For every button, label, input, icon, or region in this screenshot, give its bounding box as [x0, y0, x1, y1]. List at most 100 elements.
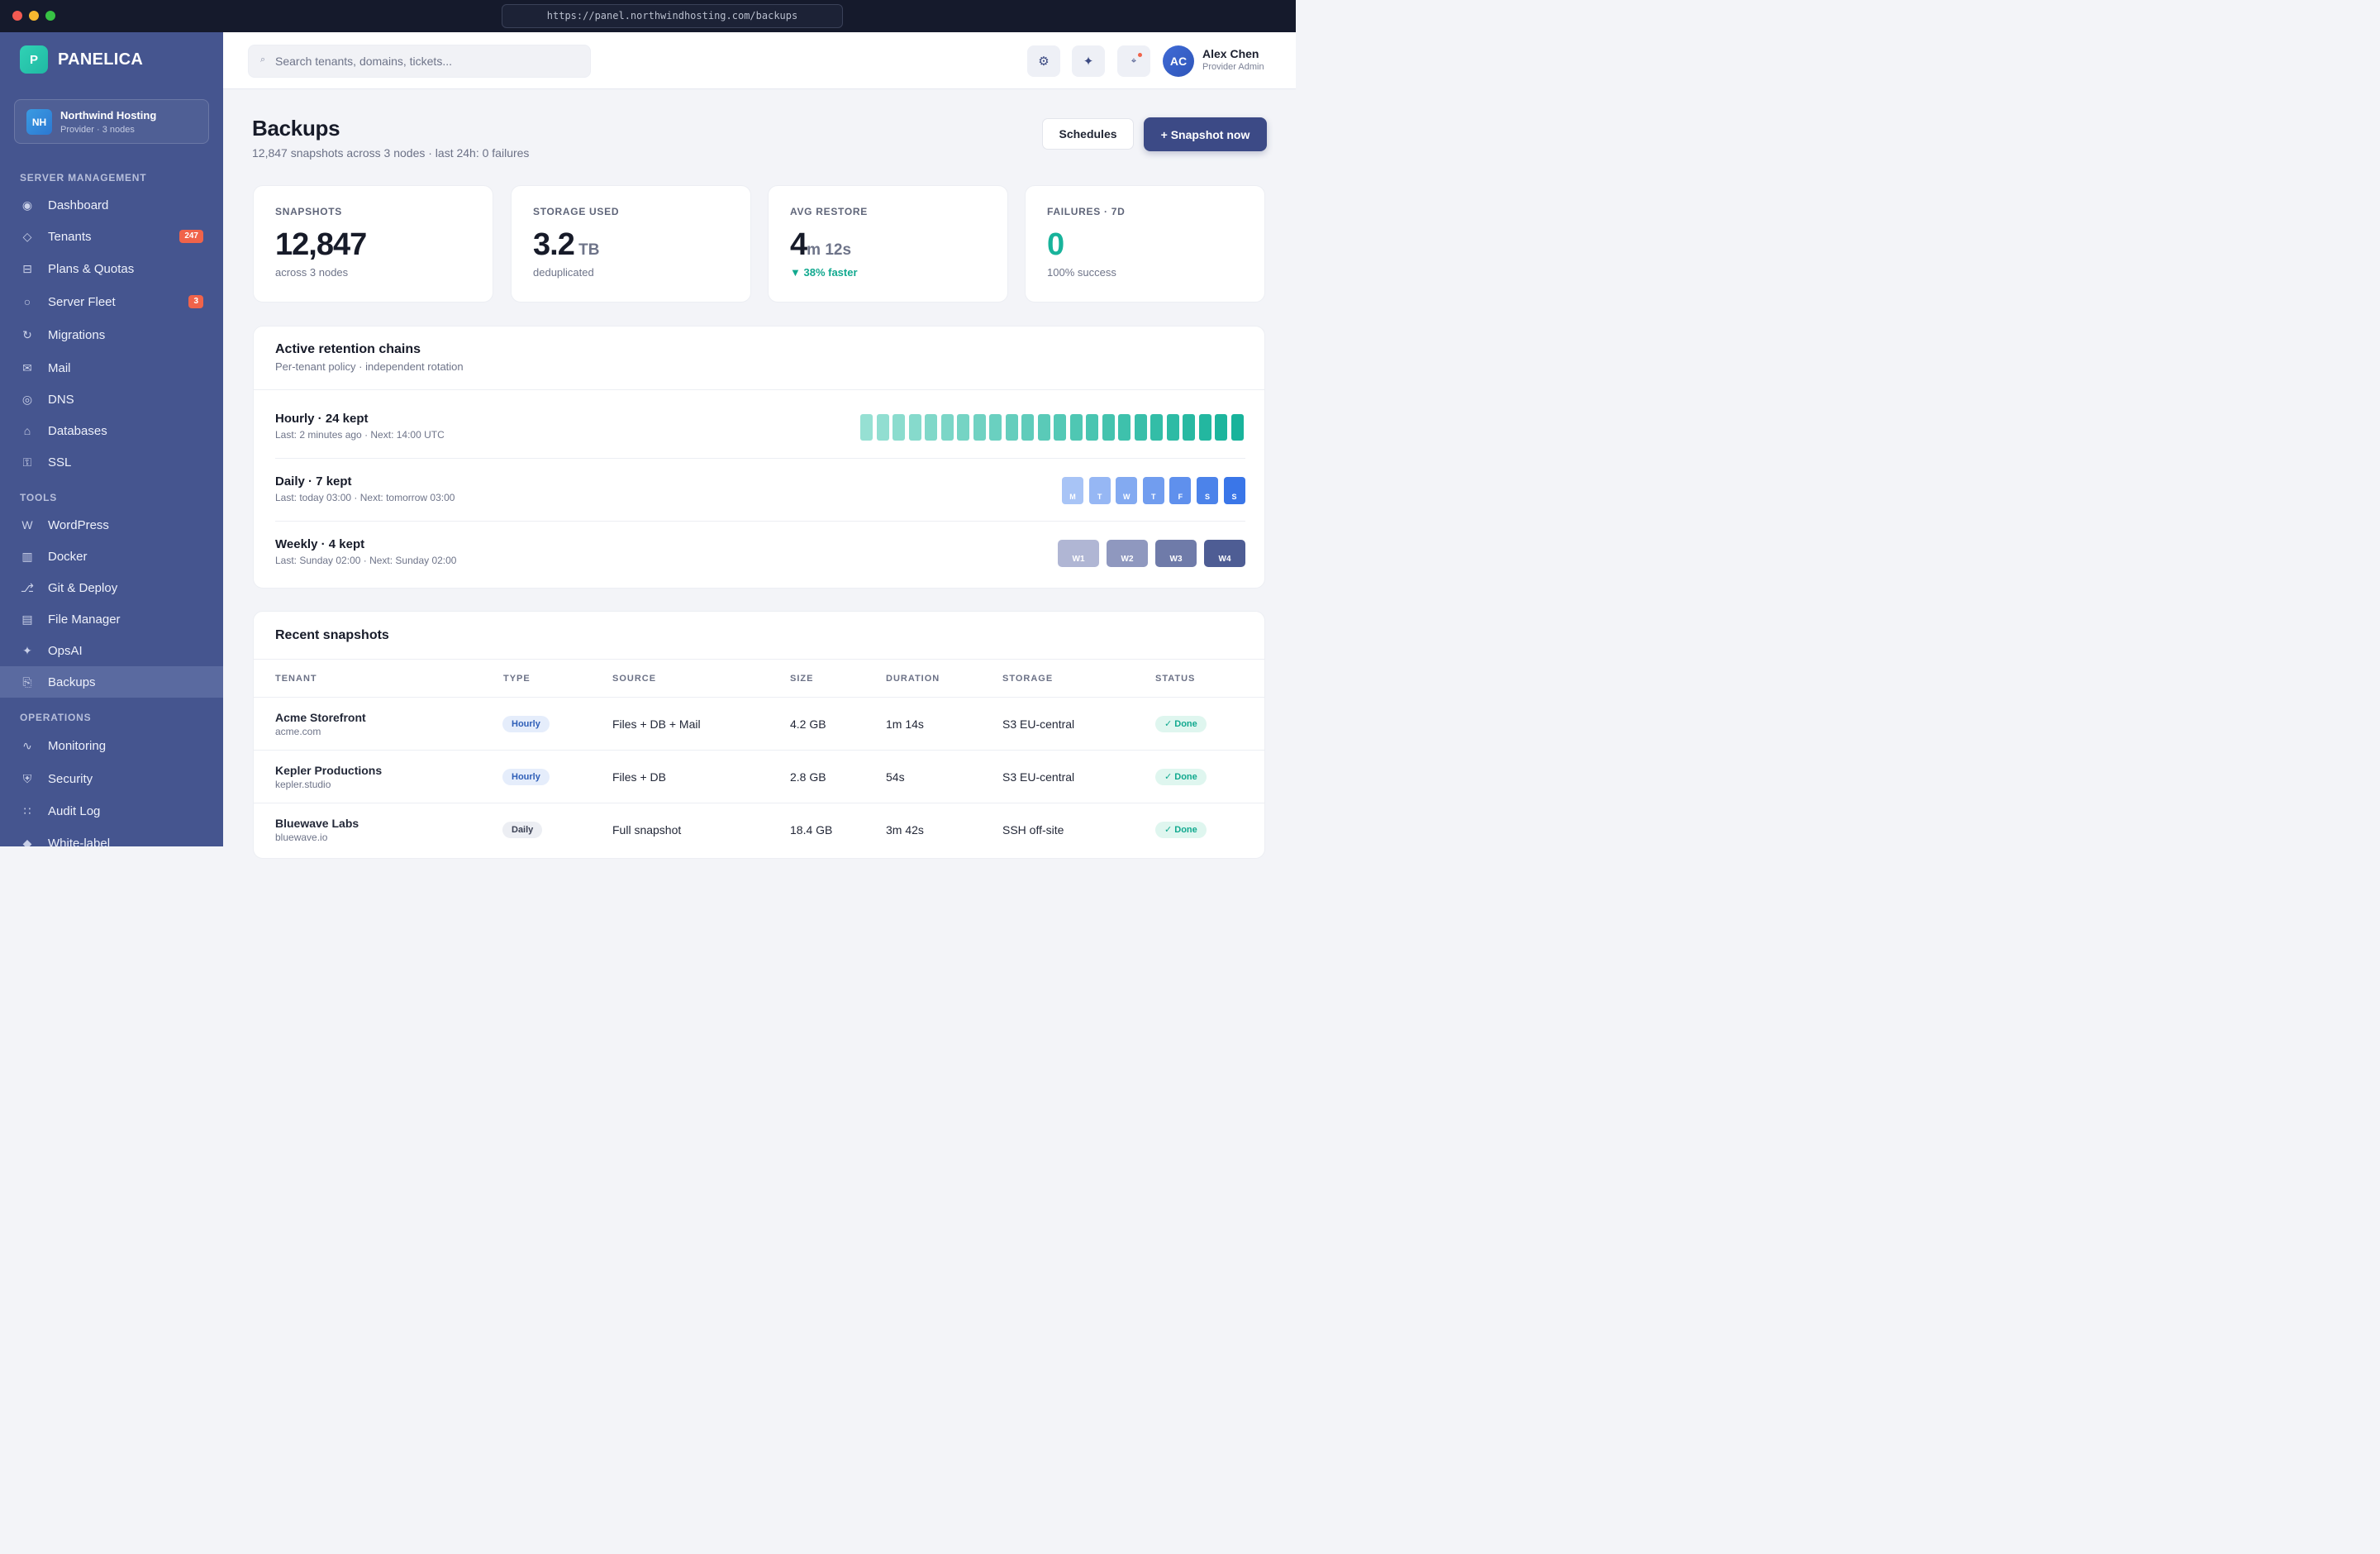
daily-snapshot-bar[interactable]: T	[1088, 477, 1111, 504]
settings-button[interactable]: ⚙	[1027, 45, 1060, 77]
stat-unit: TB	[574, 241, 600, 259]
hourly-snapshot-bar[interactable]	[1166, 414, 1179, 441]
tenant-domain: kepler.studio	[275, 779, 331, 790]
sidebar-item-dashboard[interactable]: ◉ Dashboard	[0, 189, 223, 221]
hourly-snapshot-bar[interactable]	[957, 414, 969, 441]
weekly-snapshot-bar[interactable]: W4	[1204, 540, 1245, 567]
sidebar-item-git-deploy[interactable]: ⎇ Git & Deploy	[0, 572, 223, 603]
search-input[interactable]	[275, 45, 581, 77]
hourly-snapshot-bar[interactable]	[1021, 414, 1034, 441]
sidebar-item-opsai[interactable]: ✦ OpsAI	[0, 635, 223, 666]
sidebar-item-security[interactable]: ⛨ Security	[0, 763, 223, 794]
hourly-snapshot-bar[interactable]	[1069, 414, 1083, 441]
sidebar-item-wordpress[interactable]: W WordPress	[0, 509, 223, 541]
column-header-storage[interactable]: STORAGE	[1002, 674, 1054, 684]
stat-label: AVG RESTORE	[790, 206, 868, 217]
stat-value: 0	[1047, 227, 1064, 262]
org-switcher[interactable]: NH Northwind Hosting Provider · 3 nodes	[14, 99, 209, 144]
hourly-snapshot-bar[interactable]	[1150, 414, 1163, 441]
hourly-snapshot-bar[interactable]	[1054, 414, 1066, 441]
column-header-size[interactable]: SIZE	[790, 674, 814, 684]
notifications-button[interactable]: ⌖	[1117, 45, 1150, 77]
weekly-snapshot-bar[interactable]: W2	[1107, 540, 1148, 567]
hourly-snapshot-bar[interactable]	[925, 414, 937, 441]
hourly-snapshot-bar[interactable]	[1005, 414, 1018, 441]
sidebar-item-audit-log[interactable]: ∷ Audit Log	[0, 795, 223, 827]
hourly-snapshot-bar[interactable]	[1183, 414, 1195, 441]
hourly-snapshot-bar[interactable]	[1037, 414, 1050, 441]
hourly-snapshot-bar[interactable]	[989, 414, 1002, 441]
address-bar[interactable]: https://panel.northwindhosting.com/backu…	[502, 4, 843, 28]
close-window-button[interactable]	[12, 11, 22, 21]
sidebar-item-server-fleet[interactable]: ○ Server Fleet 3	[0, 286, 223, 317]
daily-snapshot-bar[interactable]: M	[1062, 477, 1083, 504]
sidebar-item-white-label[interactable]: ◆ White-label	[0, 827, 223, 847]
hourly-snapshot-bar[interactable]	[876, 414, 889, 441]
hourly-snapshot-bar[interactable]	[1102, 414, 1115, 441]
hourly-snapshot-bar[interactable]	[1230, 414, 1244, 441]
hourly-snapshot-bar[interactable]	[1215, 414, 1227, 441]
stat-trend: ▼ 38% faster	[790, 266, 858, 279]
weekly-snapshot-bar[interactable]: W3	[1155, 540, 1197, 567]
sidebar-item-dns[interactable]: ◎ DNS	[0, 384, 223, 415]
daily-snapshot-bar[interactable]: S	[1196, 477, 1218, 504]
hourly-snapshot-bar[interactable]	[1086, 414, 1098, 441]
tenant-name[interactable]: Acme Storefront	[275, 711, 366, 724]
column-header-status[interactable]: STATUS	[1155, 674, 1196, 684]
sidebar-item-migrations[interactable]: ↻ Migrations	[0, 319, 223, 350]
page-title: Backups	[252, 116, 340, 141]
sidebar-item-label: File Manager	[48, 612, 121, 627]
column-header-duration[interactable]: DURATION	[886, 674, 940, 684]
stat-foot: 100% success	[1047, 266, 1116, 279]
gear-icon: ⚙	[1038, 55, 1050, 69]
daily-snapshot-bar[interactable]: F	[1169, 477, 1192, 504]
hourly-snapshot-bar[interactable]	[1198, 414, 1211, 441]
hourly-snapshot-bar[interactable]	[973, 414, 986, 441]
backups-icon: ⎘	[22, 675, 32, 689]
snapshot-now-button[interactable]: + Snapshot now	[1144, 117, 1267, 151]
sidebar-item-tenants[interactable]: ◇ Tenants 247	[0, 221, 223, 252]
hourly-snapshot-bar[interactable]	[860, 414, 873, 441]
minimize-window-button[interactable]	[29, 11, 39, 21]
avatar[interactable]: AC	[1163, 45, 1194, 77]
daily-snapshot-bar[interactable]: W	[1116, 477, 1138, 504]
daily-snapshot-bar[interactable]: T	[1142, 477, 1164, 504]
sidebar-item-monitoring[interactable]: ∿ Monitoring	[0, 730, 223, 761]
sidebar-item-backups[interactable]: ⎘ Backups	[0, 666, 223, 698]
tenant-name[interactable]: Kepler Productions	[275, 764, 383, 777]
sidebar: P PANELICA NH Northwind Hosting Provider…	[0, 32, 223, 846]
table-row[interactable]: Kepler Productions kepler.studio Hourly …	[254, 750, 1264, 803]
sidebar-item-ssl[interactable]: ⚿ SSL	[0, 446, 223, 478]
assistant-button[interactable]: ✦	[1072, 45, 1105, 77]
hourly-snapshot-bar[interactable]	[1118, 414, 1130, 441]
tenant-name[interactable]: Bluewave Labs	[275, 817, 359, 830]
table-row[interactable]: Bluewave Labs bluewave.io Daily Full sna…	[254, 803, 1264, 856]
hourly-snapshot-bar[interactable]	[908, 414, 921, 441]
sidebar-item-databases[interactable]: ⌂ Databases	[0, 415, 223, 446]
daily-snapshot-bar[interactable]: S	[1223, 477, 1245, 504]
sidebar-item-file-manager[interactable]: ▤ File Manager	[0, 603, 223, 635]
search-box[interactable]: ⌕	[248, 45, 591, 78]
hourly-snapshot-bar[interactable]	[1134, 414, 1147, 441]
maximize-window-button[interactable]	[45, 11, 55, 21]
hourly-snapshot-bar[interactable]	[940, 414, 954, 441]
sidebar-item-label: WordPress	[48, 517, 109, 532]
section-label-operations: OPERATIONS	[20, 712, 92, 723]
weekly-snapshot-bar[interactable]: W1	[1058, 540, 1099, 567]
column-header-tenant[interactable]: TENANT	[275, 674, 317, 684]
opsai-icon: ✦	[22, 643, 32, 657]
sidebar-item-plans-quotas[interactable]: ⊟ Plans & Quotas	[0, 253, 223, 284]
sidebar-item-docker[interactable]: ▥ Docker	[0, 541, 223, 572]
column-header-source[interactable]: SOURCE	[612, 674, 657, 684]
chain-hourly-title: Hourly · 24 kept	[275, 412, 369, 426]
column-header-type[interactable]: TYPE	[503, 674, 531, 684]
server-icon: ○	[23, 295, 31, 308]
hourly-snapshot-bar[interactable]	[892, 414, 905, 441]
plans-icon: ⊟	[22, 261, 32, 275]
brand[interactable]: P PANELICA	[20, 45, 143, 74]
stat-label: FAILURES · 7D	[1047, 206, 1126, 217]
table-row[interactable]: Acme Storefront acme.com Hourly Files + …	[254, 697, 1264, 750]
schedules-button[interactable]: Schedules	[1042, 118, 1134, 150]
sidebar-item-mail[interactable]: ✉ Mail	[0, 352, 223, 384]
